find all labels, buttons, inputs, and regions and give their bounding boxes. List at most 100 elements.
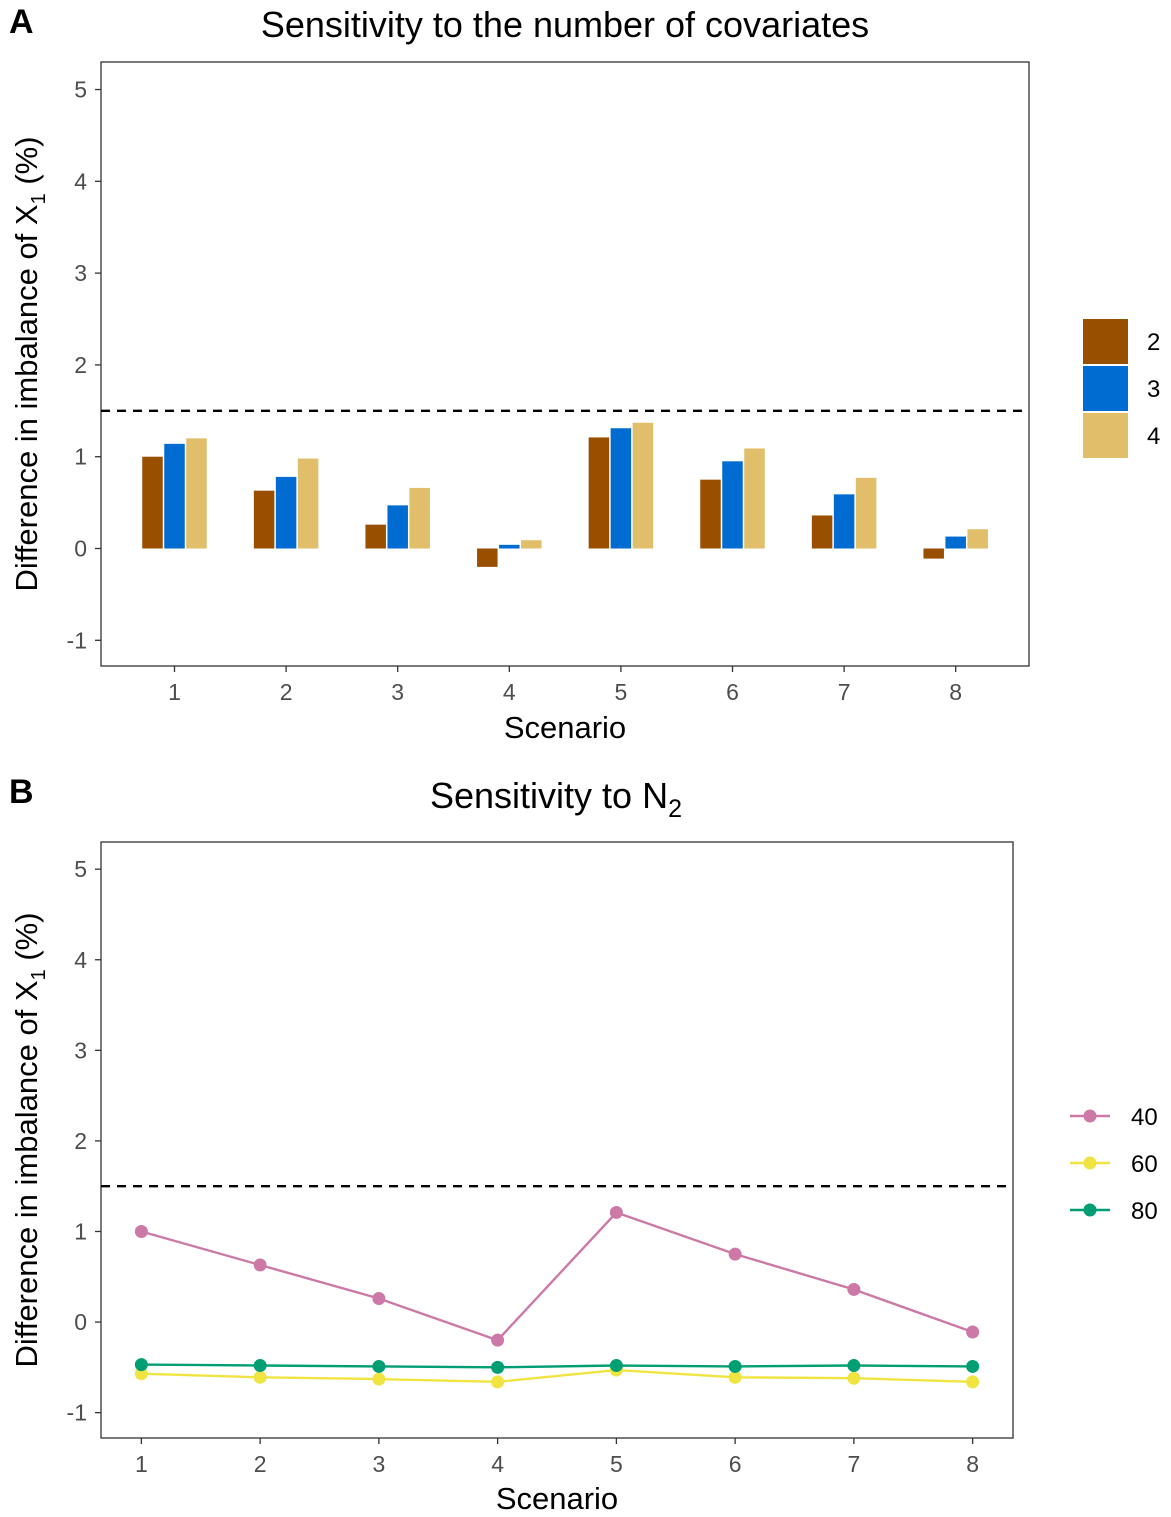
bar-4-scenario-8	[967, 529, 988, 549]
y-tick-label: 2	[74, 1128, 87, 1154]
panel-b-y-axis: -1 0 1 2 3 4 5	[67, 856, 101, 1426]
panel-letter-a: A	[9, 3, 34, 41]
bar-4-scenario-7	[855, 477, 877, 549]
x-tick-label: 4	[503, 679, 516, 705]
legend-label-3: 3	[1147, 376, 1160, 403]
x-tick-label: 1	[168, 679, 181, 705]
legend-label-40: 40	[1131, 1104, 1158, 1131]
panel-b-y-axis-title: Difference in imbalance of X1 (%)	[9, 912, 50, 1367]
point-40-scenario-3	[372, 1292, 386, 1306]
series-line-60	[141, 1368, 973, 1384]
legend-label-2: 2	[1147, 329, 1160, 356]
x-tick-label: 8	[966, 1451, 979, 1477]
panel-letter-b: B	[9, 773, 34, 811]
bar-3-scenario-1	[164, 443, 185, 549]
y-tick-label: 3	[74, 260, 87, 286]
bar-3-scenario-4	[499, 544, 520, 549]
bar-3-scenario-3	[387, 505, 408, 549]
y-tick-label: 5	[74, 856, 87, 882]
bar-4-scenario-5	[632, 422, 654, 549]
panel-b-x-axis-title: Scenario	[496, 1481, 618, 1516]
series-line-80	[141, 1363, 973, 1369]
y-tick-label: -1	[67, 1400, 87, 1426]
point-60-scenario-6	[728, 1370, 742, 1384]
panel-a-x-axis: 1 2 3 4 5 6 7 8	[168, 666, 962, 705]
x-tick-label: 1	[135, 1451, 148, 1477]
panel-b-x-axis: 1 2 3 4 5 6 7 8	[135, 1438, 979, 1477]
x-tick-label: 6	[726, 679, 739, 705]
point-60-scenario-8	[966, 1375, 980, 1389]
panel-a-plot-frame	[100, 61, 1030, 667]
bar-2-scenario-8	[923, 548, 944, 559]
bar-4-scenario-2	[297, 458, 319, 549]
x-tick-label: 7	[847, 1451, 860, 1477]
x-tick-label: 4	[491, 1451, 504, 1477]
bar-3-scenario-7	[833, 494, 855, 549]
panel-a-legend: 2 3 4	[1083, 319, 1160, 458]
point-60-scenario-2	[253, 1370, 267, 1384]
point-80-scenario-2	[253, 1359, 267, 1373]
panel-b-lines	[134, 1205, 980, 1389]
legend-key-point-40	[1083, 1109, 1097, 1123]
point-80-scenario-5	[609, 1359, 623, 1373]
x-tick-label: 3	[391, 679, 404, 705]
panel-b-legend: 40 60 80	[1070, 1104, 1158, 1225]
panel-b-ylabel-main: Difference in imbalance of X	[9, 980, 44, 1367]
point-80-scenario-7	[847, 1359, 861, 1373]
x-tick-label: 5	[615, 679, 628, 705]
panel-a-y-axis: -1 0 1 2 3 4 5	[67, 77, 101, 653]
point-80-scenario-8	[966, 1359, 980, 1373]
x-tick-label: 3	[372, 1451, 385, 1477]
point-80-scenario-3	[372, 1359, 386, 1373]
y-tick-label: 2	[74, 352, 87, 378]
legend-key-4	[1083, 413, 1128, 458]
panel-a-ylabel-tail: (%)	[9, 136, 44, 193]
bar-2-scenario-5	[588, 437, 610, 549]
point-40-scenario-2	[253, 1258, 267, 1272]
bar-4-scenario-3	[409, 487, 430, 549]
point-60-scenario-1	[134, 1367, 148, 1381]
point-60-scenario-3	[372, 1372, 386, 1386]
point-40-scenario-1	[134, 1224, 148, 1238]
bar-2-scenario-6	[700, 479, 721, 549]
y-tick-label: 0	[74, 536, 87, 562]
panel-b-plot-frame	[100, 841, 1014, 1439]
point-60-scenario-7	[847, 1371, 861, 1385]
series-line-40	[141, 1211, 974, 1342]
panel-a-ylabel-main: Difference in imbalance of X	[9, 204, 44, 591]
y-tick-label: 0	[74, 1309, 87, 1335]
point-80-scenario-4	[491, 1360, 505, 1374]
bar-4-scenario-6	[744, 448, 765, 549]
point-40-scenario-4	[491, 1333, 505, 1347]
point-40-scenario-6	[728, 1247, 742, 1261]
panel-a: A Sensitivity to the number of covariate…	[9, 3, 1160, 745]
legend-label-4: 4	[1147, 423, 1160, 450]
x-tick-label: 7	[838, 679, 851, 705]
panel-b-title-main: Sensitivity to N	[430, 775, 668, 816]
panel-b-ylabel-tail: (%)	[9, 912, 44, 969]
x-tick-label: 2	[280, 679, 293, 705]
y-tick-label: 4	[74, 947, 87, 973]
panel-a-title-main: Sensitivity to the number of covariates	[261, 4, 869, 45]
point-80-scenario-6	[728, 1359, 742, 1373]
y-tick-label: 1	[74, 1218, 87, 1244]
y-tick-label: 4	[74, 168, 87, 194]
panel-a-ylabel-sub: 1	[28, 193, 50, 204]
panel-a-y-axis-title: Difference in imbalance of X1 (%)	[9, 136, 50, 591]
bar-2-scenario-1	[142, 456, 163, 549]
panel-b-title: Sensitivity to N2	[430, 775, 682, 823]
legend-key-3	[1083, 366, 1128, 411]
bar-2-scenario-7	[811, 515, 833, 549]
panel-a-x-axis-title: Scenario	[504, 710, 626, 745]
bar-3-scenario-6	[722, 461, 743, 549]
panel-b-title-sub: 2	[668, 795, 682, 823]
bar-3-scenario-5	[610, 428, 632, 549]
x-tick-label: 8	[949, 679, 962, 705]
x-tick-label: 6	[729, 1451, 742, 1477]
panel-b-ylabel-sub: 1	[28, 969, 50, 980]
y-tick-label: -1	[67, 627, 87, 653]
panel-a-bars	[142, 422, 988, 567]
panel-a-title: Sensitivity to the number of covariates	[261, 4, 869, 45]
legend-key-point-60	[1083, 1156, 1097, 1170]
